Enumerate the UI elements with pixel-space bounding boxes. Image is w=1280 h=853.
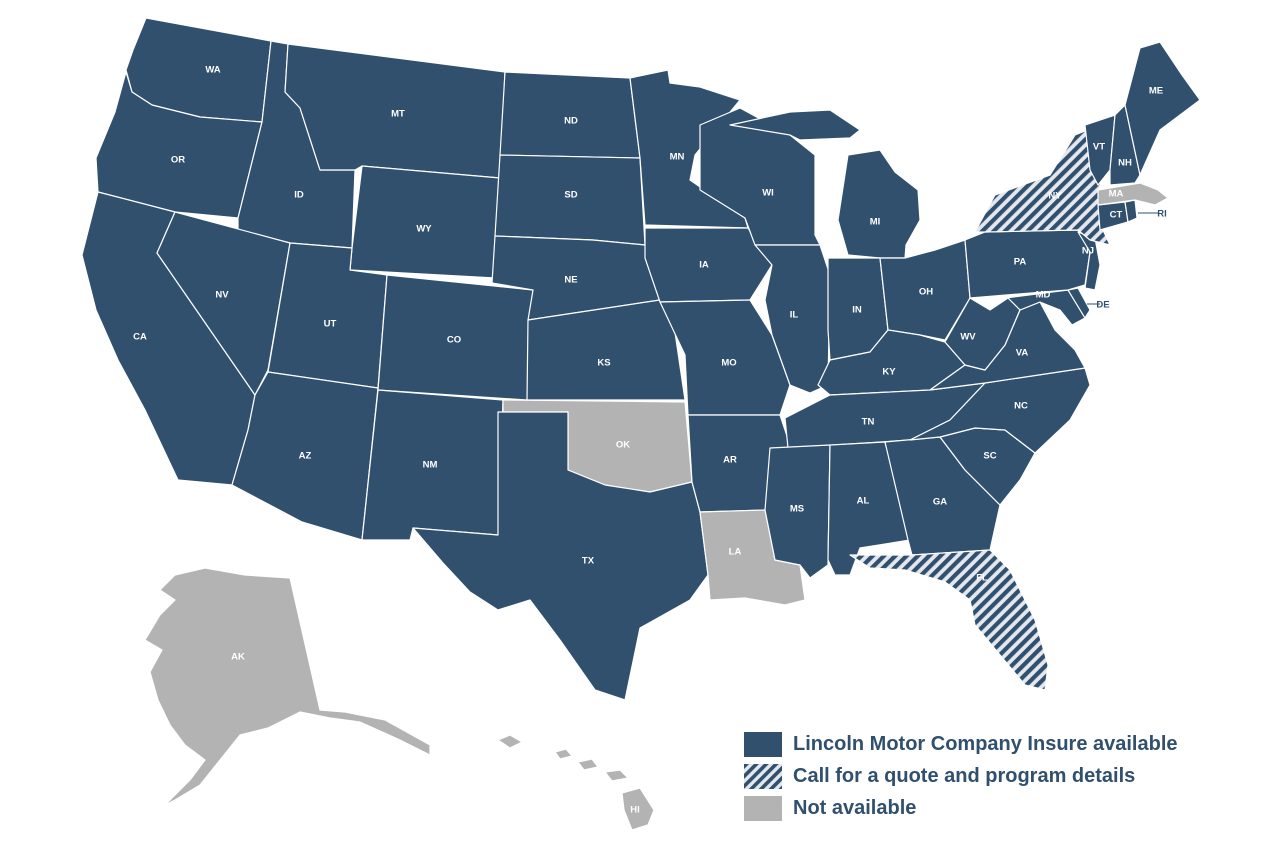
state-label-or: OR [171, 155, 185, 166]
state-label-hi: HI [630, 805, 640, 816]
state-label-ne: NE [564, 275, 577, 286]
state-label-wy: WY [416, 224, 432, 235]
legend-swatch-not-available [744, 795, 782, 821]
state-mi [729, 109, 921, 259]
state-pa [964, 229, 1091, 299]
state-label-la: LA [729, 547, 742, 558]
state-label-ny: NY [1048, 191, 1062, 202]
state-label-va: VA [1016, 348, 1029, 359]
state-label-mt: MT [391, 109, 405, 120]
state-label-id: ID [294, 190, 304, 201]
state-label-ok: OK [616, 440, 630, 451]
state-label-ar: AR [723, 455, 737, 466]
state-label-ut: UT [324, 319, 337, 330]
state-label-nj: NJ [1082, 246, 1094, 257]
legend-item-available: Lincoln Motor Company Insure available [744, 728, 1264, 760]
state-label-vt: VT [1093, 142, 1105, 153]
state-label-az: AZ [299, 451, 312, 462]
state-label-in: IN [852, 305, 862, 316]
state-label-il: IL [790, 310, 799, 321]
state-label-tx: TX [582, 556, 595, 567]
state-mo [659, 299, 791, 416]
state-label-me: ME [1149, 86, 1163, 97]
state-de [1067, 287, 1091, 319]
state-label-nd: ND [564, 116, 578, 127]
state-label-tn: TN [862, 417, 875, 428]
state-label-ky: KY [882, 367, 896, 378]
state-label-mi: MI [870, 217, 881, 228]
legend-swatch-call [744, 763, 782, 789]
state-mn [629, 69, 749, 229]
state-label-al: AL [857, 496, 870, 507]
state-label-ia: IA [699, 260, 709, 271]
state-label-oh: OH [919, 287, 933, 298]
state-label-wi: WI [762, 188, 774, 199]
state-vt [1084, 114, 1116, 186]
state-label-ks: KS [597, 358, 610, 369]
state-label-nh: NH [1118, 158, 1132, 169]
state-label-ca: CA [133, 332, 147, 343]
state-label-fl: FL [976, 573, 988, 584]
state-label-ms: MS [790, 504, 804, 515]
state-il [754, 244, 831, 394]
legend-item-call: Call for a quote and program details [744, 760, 1264, 792]
state-ks [526, 299, 686, 401]
state-label-sd: SD [564, 190, 577, 201]
state-label-wa: WA [205, 65, 220, 76]
state-ak [144, 567, 431, 806]
state-label-mo: MO [721, 358, 736, 369]
state-label-nv: NV [215, 290, 229, 301]
state-tx [412, 411, 709, 701]
state-nc [909, 367, 1091, 454]
legend-item-not-available: Not available [744, 792, 1264, 824]
map-legend: Lincoln Motor Company Insure available Ca… [744, 728, 1264, 824]
legend-swatch-available [744, 731, 782, 757]
state-fl [849, 549, 1049, 691]
state-label-md: MD [1036, 290, 1051, 301]
state-label-nm: NM [423, 460, 438, 471]
state-label-ri: RI [1157, 209, 1167, 220]
state-label-de: DE [1096, 300, 1109, 311]
state-label-co: CO [447, 335, 461, 346]
state-ma [1097, 182, 1169, 206]
state-label-mn: MN [670, 152, 685, 163]
state-label-ma: MA [1109, 189, 1124, 200]
state-label-ga: GA [933, 497, 947, 508]
state-hi [497, 734, 655, 831]
state-label-pa: PA [1014, 257, 1027, 268]
state-me [1124, 41, 1201, 176]
legend-label: Call for a quote and program details [793, 764, 1136, 787]
state-label-wv: WV [960, 332, 976, 343]
state-label-nc: NC [1014, 401, 1028, 412]
state-label-sc: SC [983, 451, 996, 462]
state-label-ak: AK [231, 652, 245, 663]
state-label-ct: CT [1110, 210, 1123, 221]
legend-label: Lincoln Motor Company Insure available [793, 732, 1178, 755]
state-wy [349, 165, 501, 279]
legend-label: Not available [793, 796, 917, 819]
